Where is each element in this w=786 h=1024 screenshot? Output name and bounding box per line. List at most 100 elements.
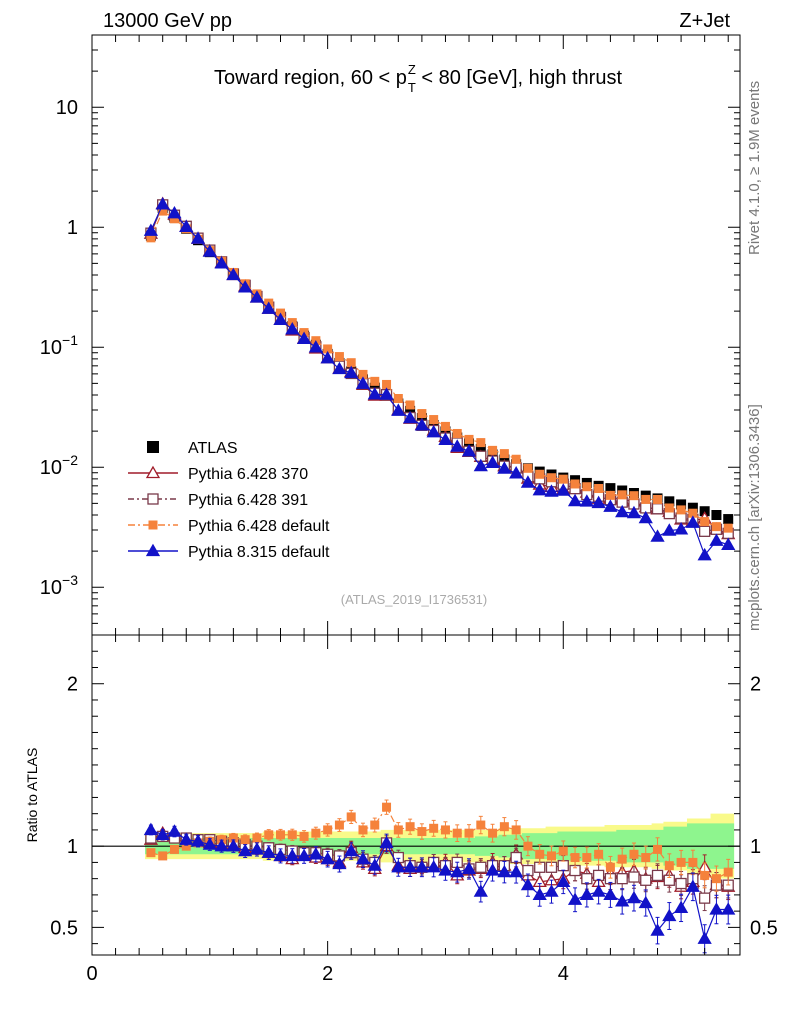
main-series-point (391, 403, 406, 416)
ratio-panel: 0.5 0.5 1 1 2 2 Ratio to ATLAS (24, 634, 778, 956)
x-tick-label: 2 (322, 963, 333, 985)
main-series-point (440, 421, 450, 431)
ratio-series-point (473, 884, 488, 897)
ratio-series-point (320, 851, 335, 865)
main-series-point (591, 495, 606, 509)
main-series-point (615, 504, 630, 518)
y-tick-base: 1 (67, 217, 78, 239)
ratio-series-point (581, 873, 593, 885)
rivet-version-label: Rivet 4.1.0, ≥ 1.9M events (746, 81, 763, 255)
y-tick-base: 10 (40, 577, 62, 599)
main-series-point (273, 312, 288, 325)
legend-label: Pythia 6.428 391 (188, 492, 308, 509)
main-series-point (285, 322, 300, 335)
main-series-point (594, 484, 604, 494)
ratio-series-point (617, 854, 627, 864)
legend-label: Pythia 6.428 default (188, 518, 330, 535)
ratio-series-point (640, 874, 652, 886)
main-series-point (146, 233, 156, 243)
ratio-series-point (653, 844, 663, 854)
main-series-point (405, 400, 415, 410)
ratio-series-point (179, 832, 194, 845)
main-series-point (523, 463, 533, 473)
ratio-series-point (405, 822, 415, 832)
ratio-tick-label-right: 1 (750, 836, 761, 858)
legend-label: ATLAS (188, 440, 238, 457)
main-series-point (382, 379, 392, 389)
ratio-series-point (402, 859, 418, 873)
title-suffix: < 80 [GeV], high thrust (416, 67, 623, 89)
ratio-series-point (699, 892, 711, 904)
main-series-line (150, 203, 729, 534)
plot-title: Toward region, 60 < pZ T < 80 [GeV], high… (214, 62, 622, 95)
ratio-series-point (261, 845, 276, 858)
ratio-series-point (673, 900, 689, 914)
ratio-series-point (285, 848, 300, 862)
main-series-point (190, 231, 206, 244)
ratio-series-point (228, 833, 238, 843)
header-energy: 13000 GeV pp (103, 10, 232, 32)
legend-label: Pythia 6.428 370 (188, 466, 308, 483)
main-series-point (355, 376, 371, 389)
main-series-point (641, 494, 651, 504)
main-series-point (438, 432, 453, 446)
ratio-series-point (169, 844, 179, 854)
ratio-y-label: Ratio to ATLAS (24, 748, 40, 843)
main-series-point (261, 301, 276, 314)
ratio-series-point (558, 846, 568, 856)
main-series-point (556, 483, 571, 496)
ratio-series-point (650, 923, 665, 936)
ratio-series-point (616, 873, 628, 885)
y-tick-exponent: −2 (62, 452, 78, 468)
main-series-point (158, 206, 168, 216)
main-series-1 (145, 199, 734, 540)
ratio-series-point (591, 884, 606, 897)
ratio-series-point (582, 853, 592, 863)
ratio-tick-label-right: 2 (750, 674, 761, 696)
ratio-series-point (499, 822, 509, 832)
title-prefix: Toward region, 60 < p (214, 67, 407, 89)
main-series-point (653, 494, 663, 504)
main-series-point (334, 352, 344, 362)
ratio-series-point (417, 827, 427, 837)
ratio-tick-label-right: 0.5 (750, 917, 778, 939)
ratio-series-point (252, 833, 262, 843)
main-series-point (520, 475, 536, 488)
main-series-point (155, 197, 170, 210)
main-data-layer (143, 196, 736, 561)
ratio-series-point (638, 895, 653, 909)
ratio-series-point (276, 830, 286, 840)
y-tick-base: 10 (40, 457, 62, 479)
ratio-series-point (346, 812, 356, 822)
main-series-point (511, 454, 521, 464)
ratio-series-point (334, 820, 344, 830)
y-tick-label: 1 (67, 217, 78, 239)
ratio-series-point (556, 874, 571, 888)
header-process: Z+Jet (679, 10, 730, 32)
main-series-point (346, 358, 356, 368)
legend-entry: Pythia 6.428 default (128, 518, 330, 535)
main-series-3 (143, 197, 736, 561)
ratio-series-point (475, 861, 487, 873)
ratio-tick-label-left: 2 (67, 674, 78, 696)
ratio-series-point (721, 902, 736, 915)
main-series-point (308, 340, 323, 353)
ratio-series-point (438, 863, 453, 876)
ratio-series-point (615, 894, 630, 907)
main-series-point (461, 443, 477, 457)
ratio-series-point (641, 853, 651, 863)
main-series-point (570, 479, 580, 489)
main-series-point (711, 522, 721, 532)
ratio-series-point (296, 848, 312, 862)
ratio-series-point (273, 848, 288, 862)
legend: ATLAS Pythia 6.428 370 Pythia 6.428 391 Pyt… (128, 440, 330, 561)
y-tick-exponent: −1 (62, 332, 78, 348)
legend-marker (147, 493, 159, 505)
atlas-data-point (723, 514, 734, 525)
main-series-point (214, 256, 229, 269)
main-series-point (143, 223, 159, 236)
main-series-line (150, 202, 729, 535)
main-series-point (685, 515, 700, 528)
ratio-series-point (414, 859, 430, 873)
